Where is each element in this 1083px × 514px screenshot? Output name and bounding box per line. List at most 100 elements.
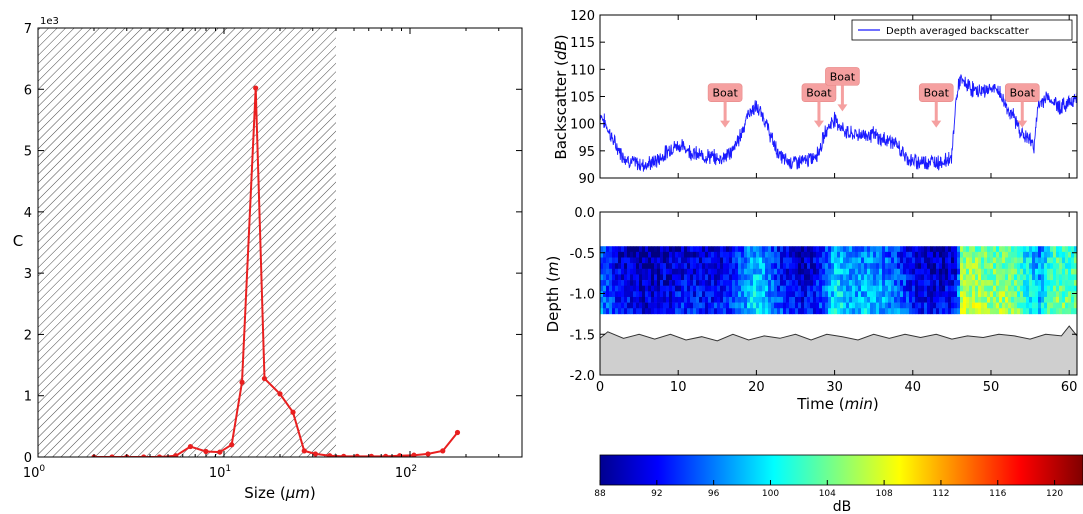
heatmap-cell [1062, 291, 1066, 298]
heatmap-cell [1002, 268, 1006, 275]
heatmap-cell [885, 246, 889, 253]
boat-arrow-head [837, 104, 848, 112]
heatmap-cell [1047, 291, 1051, 298]
heatmap-cell [867, 257, 871, 264]
heatmap-cell [933, 246, 937, 253]
heatmap-cell [720, 296, 724, 303]
heatmap-cell [696, 263, 700, 270]
heatmap-cell [969, 302, 973, 309]
heatmap-cell [771, 291, 775, 298]
heatmap-cell [1020, 246, 1024, 253]
heatmap-cell [903, 246, 907, 253]
heatmap-cell [864, 285, 868, 292]
heatmap-cell [861, 246, 865, 253]
heatmap-cell [939, 263, 943, 270]
heatmap-cell [687, 263, 691, 270]
heatmap-cell [777, 285, 781, 292]
heatmap-cell [765, 280, 769, 286]
heatmap-cell [768, 274, 772, 281]
heatmap-cell [618, 308, 622, 315]
heatmap-cell [1005, 280, 1009, 286]
heatmap-cell [684, 291, 688, 298]
heatmap-cell [861, 274, 865, 281]
heatmap-cell [906, 302, 910, 309]
heatmap-cell [849, 285, 853, 292]
heatmap-cell [1056, 268, 1060, 275]
heatmap-cell [744, 302, 748, 309]
backscatter-y-label-close: ) [552, 34, 570, 40]
colorbar-tick-label: 96 [708, 489, 720, 499]
heatmap-cell [918, 257, 922, 264]
heatmap-cell [606, 268, 610, 275]
heatmap-cell [1014, 296, 1018, 303]
heatmap-cell [996, 302, 1000, 309]
heatmap-cell [705, 263, 709, 270]
heatmap-cell [819, 285, 823, 292]
heatmap-cell [615, 257, 619, 264]
heatmap-cell [855, 251, 859, 258]
heatmap-cell [693, 257, 697, 264]
heatmap-cell [948, 285, 952, 292]
heatmap-cell [1029, 308, 1033, 315]
time-x-axis: 0 10 20 30 40 50 60 [596, 212, 1077, 395]
heatmap-cell [747, 291, 751, 298]
heatmap-cell [993, 263, 997, 270]
heatmap-cell [927, 268, 931, 275]
heatmap-cell [954, 291, 958, 298]
heatmap-cell [780, 274, 784, 281]
heatmap-cell [651, 268, 655, 275]
heatmap-cell [801, 308, 805, 315]
heatmap-cell [762, 251, 766, 258]
boat-label: Boat [924, 87, 950, 100]
heatmap-cell [729, 246, 733, 253]
heatmap-cell [603, 274, 607, 281]
heatmap-cell [804, 296, 808, 303]
heatmap-cell [600, 274, 604, 281]
heatmap-cell [894, 268, 898, 275]
heatmap-cell [741, 268, 745, 275]
heatmap-cell [642, 268, 646, 275]
heatmap-cell [660, 268, 664, 275]
heatmap-cell [834, 285, 838, 292]
heatmap-cell [1002, 285, 1006, 292]
heatmap-cell [960, 285, 964, 292]
heatmap-cell [633, 263, 637, 270]
heatmap-cell [765, 302, 769, 309]
heatmap-cell [750, 308, 754, 315]
heatmap-cell [888, 246, 892, 253]
heatmap-cell [657, 280, 661, 286]
heatmap-cell [717, 291, 721, 298]
heatmap-cell [807, 251, 811, 258]
heatmap-cell [747, 246, 751, 253]
heatmap-cell [657, 246, 661, 253]
heatmap-cell [1041, 302, 1045, 309]
heatmap-cell [729, 274, 733, 281]
heatmap-cell [642, 302, 646, 309]
heatmap-cell [621, 302, 625, 309]
heatmap-cell [810, 274, 814, 281]
heatmap-cell [1002, 280, 1006, 286]
heatmap-cell [750, 268, 754, 275]
heatmap-cell [1059, 251, 1063, 258]
heatmap-cell [996, 246, 1000, 253]
boat-arrow-head [931, 120, 942, 128]
heatmap-cell [816, 274, 820, 281]
heatmap-cell [651, 251, 655, 258]
hatched-region [38, 28, 336, 457]
heatmap-cell [810, 268, 814, 275]
heatmap-cell [687, 268, 691, 275]
heatmap-cell [726, 263, 730, 270]
heatmap-cell [852, 280, 856, 286]
heatmap-cell [1026, 257, 1030, 264]
heatmap-cell [846, 296, 850, 303]
heatmap-cell [747, 257, 751, 264]
heatmap-cell [1017, 296, 1021, 303]
heatmap-cell [714, 246, 718, 253]
heatmap-cell [699, 263, 703, 270]
heatmap-cell [978, 291, 982, 298]
heatmap-cell [756, 296, 760, 303]
heatmap-cell [1014, 291, 1018, 298]
heatmap-cell [1053, 268, 1057, 275]
heatmap-cell [840, 268, 844, 275]
heatmap-cell [876, 246, 880, 253]
